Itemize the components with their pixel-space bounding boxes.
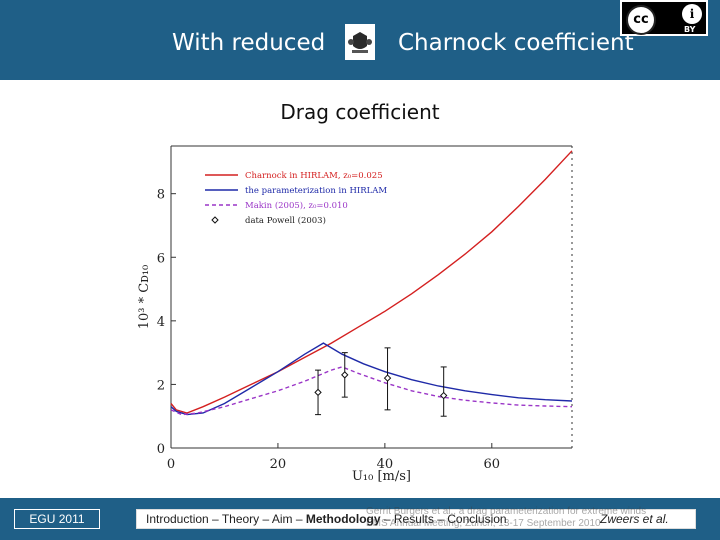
y-tick-label: 6 [157,251,165,266]
overlay-citation: Gerrit Burgers et al., a drag parameteri… [366,506,646,530]
attribution-icon: i [682,4,702,24]
series-line-1 [170,150,573,414]
data-point [383,374,392,382]
nav-previous-sections: Introduction – Theory – Aim – [146,512,306,526]
y-tick-label: 2 [157,378,165,393]
x-tick-label: 20 [270,457,287,472]
series-line-2 [170,342,573,416]
y-tick-label: 8 [157,188,165,203]
y-tick-label: 0 [157,442,165,457]
overlay-line-2: EMS Annual Meeting, Zurich, 13-17 Septem… [366,518,601,529]
data-point [439,391,448,400]
crest-logo-icon [345,24,375,60]
by-label: BY [684,25,696,34]
x-axis-label: U₁₀ [m/s] [352,469,411,484]
x-tick-label: 0 [167,457,175,472]
series-line-3 [170,366,573,416]
event-label: EGU 2011 [14,509,100,529]
overlay-line-1: Gerrit Burgers et al., a drag parameteri… [366,506,647,517]
legend-label-3: Makin (2005), z₀=0.010 [245,200,348,211]
cc-license-badge[interactable]: cc i BY [620,0,708,36]
y-tick-label: 4 [157,315,165,330]
footer-nav-box [136,509,696,529]
author-label: Zweers et al. [600,512,669,526]
data-point [314,388,322,397]
x-tick-label: 60 [484,457,501,472]
legend-label-1: Charnock in HIRLAM, z₀=0.025 [245,171,383,181]
y-axis-label: 10³ * Cᴅ₁₀ [137,265,152,330]
slide-title: Drag coefficient [280,100,440,124]
legend-marker [211,216,219,224]
x-tick-label: 40 [377,457,394,472]
legend-label-4: data Powell (2003) [245,215,326,226]
header-title-left: With reduced [172,30,326,56]
nav-following-sections: – Results – Conclusion [380,512,507,526]
legend-label-2: the parameterization in HIRLAM [245,186,387,196]
section-navigation: Introduction – Theory – Aim – Methodolog… [146,512,507,526]
data-point [341,371,349,379]
header-title-right: Charnock coefficient [398,30,634,56]
cc-icon: cc [626,5,656,35]
nav-current-section: Methodology [305,512,381,526]
